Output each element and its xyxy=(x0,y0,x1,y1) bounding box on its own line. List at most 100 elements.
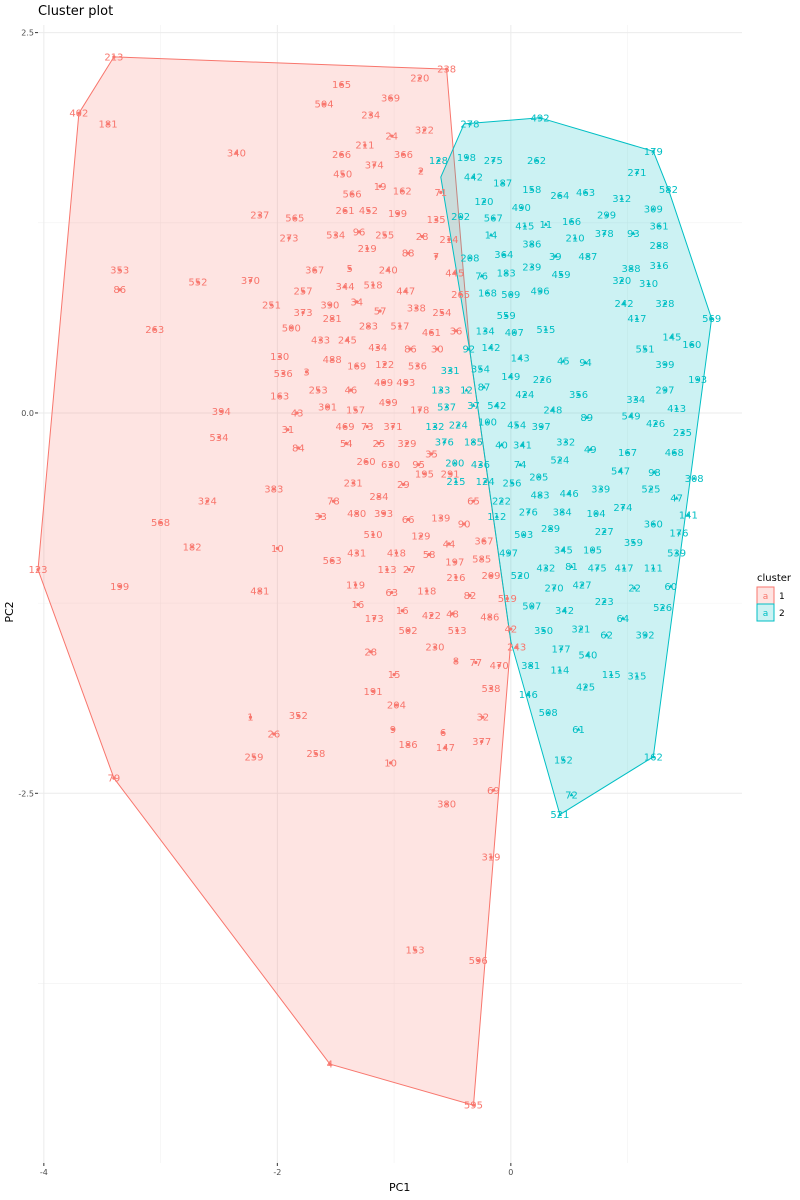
point-label: 230 xyxy=(425,643,444,654)
point-label: 166 xyxy=(562,217,581,228)
data-point xyxy=(314,752,318,756)
point-label: 235 xyxy=(673,428,692,439)
point-label: 78 xyxy=(327,497,340,508)
data-point xyxy=(622,301,627,305)
data-point xyxy=(205,499,209,503)
data-point xyxy=(301,310,305,315)
cluster-hull-1 xyxy=(37,56,512,1106)
data-point xyxy=(494,514,499,518)
data-point xyxy=(481,715,485,719)
data-point xyxy=(620,505,625,509)
data-point xyxy=(491,216,496,220)
data-point xyxy=(349,388,353,392)
point-label: 46 xyxy=(345,386,358,397)
data-point xyxy=(479,273,484,278)
point-label: 517 xyxy=(390,322,409,333)
point-label: 338 xyxy=(407,303,426,314)
data-point xyxy=(622,565,627,570)
point-label: 540 xyxy=(578,650,597,661)
point-label: 493 xyxy=(396,378,415,389)
point-label: 66 xyxy=(402,515,415,526)
point-label: 551 xyxy=(636,345,655,356)
point-label: 297 xyxy=(655,386,674,397)
point-label: 301 xyxy=(318,402,337,413)
point-label: 283 xyxy=(359,322,378,333)
point-label: 216 xyxy=(446,573,465,584)
data-point xyxy=(529,187,534,191)
point-label: 563 xyxy=(323,556,342,567)
data-point xyxy=(576,727,581,731)
data-point xyxy=(286,428,290,432)
data-point xyxy=(339,152,344,156)
data-point xyxy=(313,268,317,272)
data-point xyxy=(434,254,438,258)
point-label: 369 xyxy=(381,94,400,105)
point-label: 271 xyxy=(627,168,646,179)
data-point xyxy=(248,715,253,719)
data-point xyxy=(355,551,359,555)
point-label: 199 xyxy=(110,582,129,593)
point-label: 205 xyxy=(529,472,548,483)
data-point xyxy=(364,460,368,464)
data-point xyxy=(488,345,493,349)
point-label: 504 xyxy=(314,100,333,111)
point-label: 595 xyxy=(464,1101,483,1112)
point-label: 57 xyxy=(374,307,387,318)
data-point xyxy=(489,686,493,690)
point-label: 14 xyxy=(485,230,498,241)
data-point xyxy=(372,163,376,167)
data-point xyxy=(643,346,648,351)
point-label: 197 xyxy=(445,558,464,569)
point-label: 114 xyxy=(550,666,569,677)
point-label: 352 xyxy=(289,711,308,722)
data-point xyxy=(450,612,455,616)
data-point xyxy=(633,397,638,401)
point-label: 181 xyxy=(99,119,118,130)
data-point xyxy=(36,568,40,572)
data-point xyxy=(118,288,122,292)
point-label: 211 xyxy=(355,141,374,152)
point-label: 2 xyxy=(418,167,424,178)
point-label: 360 xyxy=(644,520,663,531)
data-point xyxy=(668,584,673,588)
point-label: 520 xyxy=(511,571,530,582)
data-point xyxy=(674,406,679,410)
point-label: 340 xyxy=(227,148,246,159)
data-point xyxy=(462,522,466,526)
point-label: 223 xyxy=(595,597,614,608)
point-label: 426 xyxy=(646,419,665,430)
data-point xyxy=(526,509,531,514)
data-point xyxy=(489,574,493,578)
cluster-hulls xyxy=(37,56,713,1106)
data-point xyxy=(689,342,694,346)
point-label: 119 xyxy=(346,580,365,591)
point-label: 392 xyxy=(636,631,655,642)
data-point xyxy=(444,404,449,409)
point-label: 342 xyxy=(555,606,574,617)
data-point xyxy=(466,346,471,351)
point-label: 566 xyxy=(343,189,362,200)
data-point xyxy=(452,460,457,465)
point-label: 10 xyxy=(384,758,397,769)
data-point xyxy=(378,184,382,188)
data-point xyxy=(398,324,402,328)
point-label: 509 xyxy=(501,290,520,301)
data-point xyxy=(371,283,375,287)
y-tick-label: -2.5 xyxy=(18,789,34,798)
data-point xyxy=(674,550,679,555)
point-label: 536 xyxy=(274,369,293,380)
point-label: 39 xyxy=(549,252,562,263)
point-label: 503 xyxy=(514,530,533,541)
point-label: 459 xyxy=(551,270,570,281)
data-point xyxy=(348,266,352,271)
data-point xyxy=(448,368,453,372)
data-point xyxy=(519,205,524,209)
data-point xyxy=(631,540,636,544)
data-point xyxy=(408,347,413,351)
data-point xyxy=(651,149,656,153)
data-point xyxy=(272,732,276,736)
point-label: 179 xyxy=(644,147,663,158)
point-label: 105 xyxy=(583,545,602,556)
data-point xyxy=(604,632,609,637)
point-label: 261 xyxy=(336,206,355,217)
